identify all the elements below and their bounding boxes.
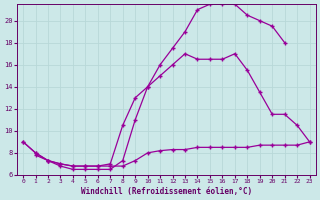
X-axis label: Windchill (Refroidissement éolien,°C): Windchill (Refroidissement éolien,°C) — [81, 187, 252, 196]
